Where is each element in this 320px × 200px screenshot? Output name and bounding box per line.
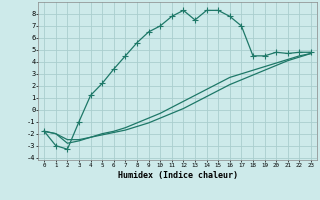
X-axis label: Humidex (Indice chaleur): Humidex (Indice chaleur)	[118, 171, 238, 180]
